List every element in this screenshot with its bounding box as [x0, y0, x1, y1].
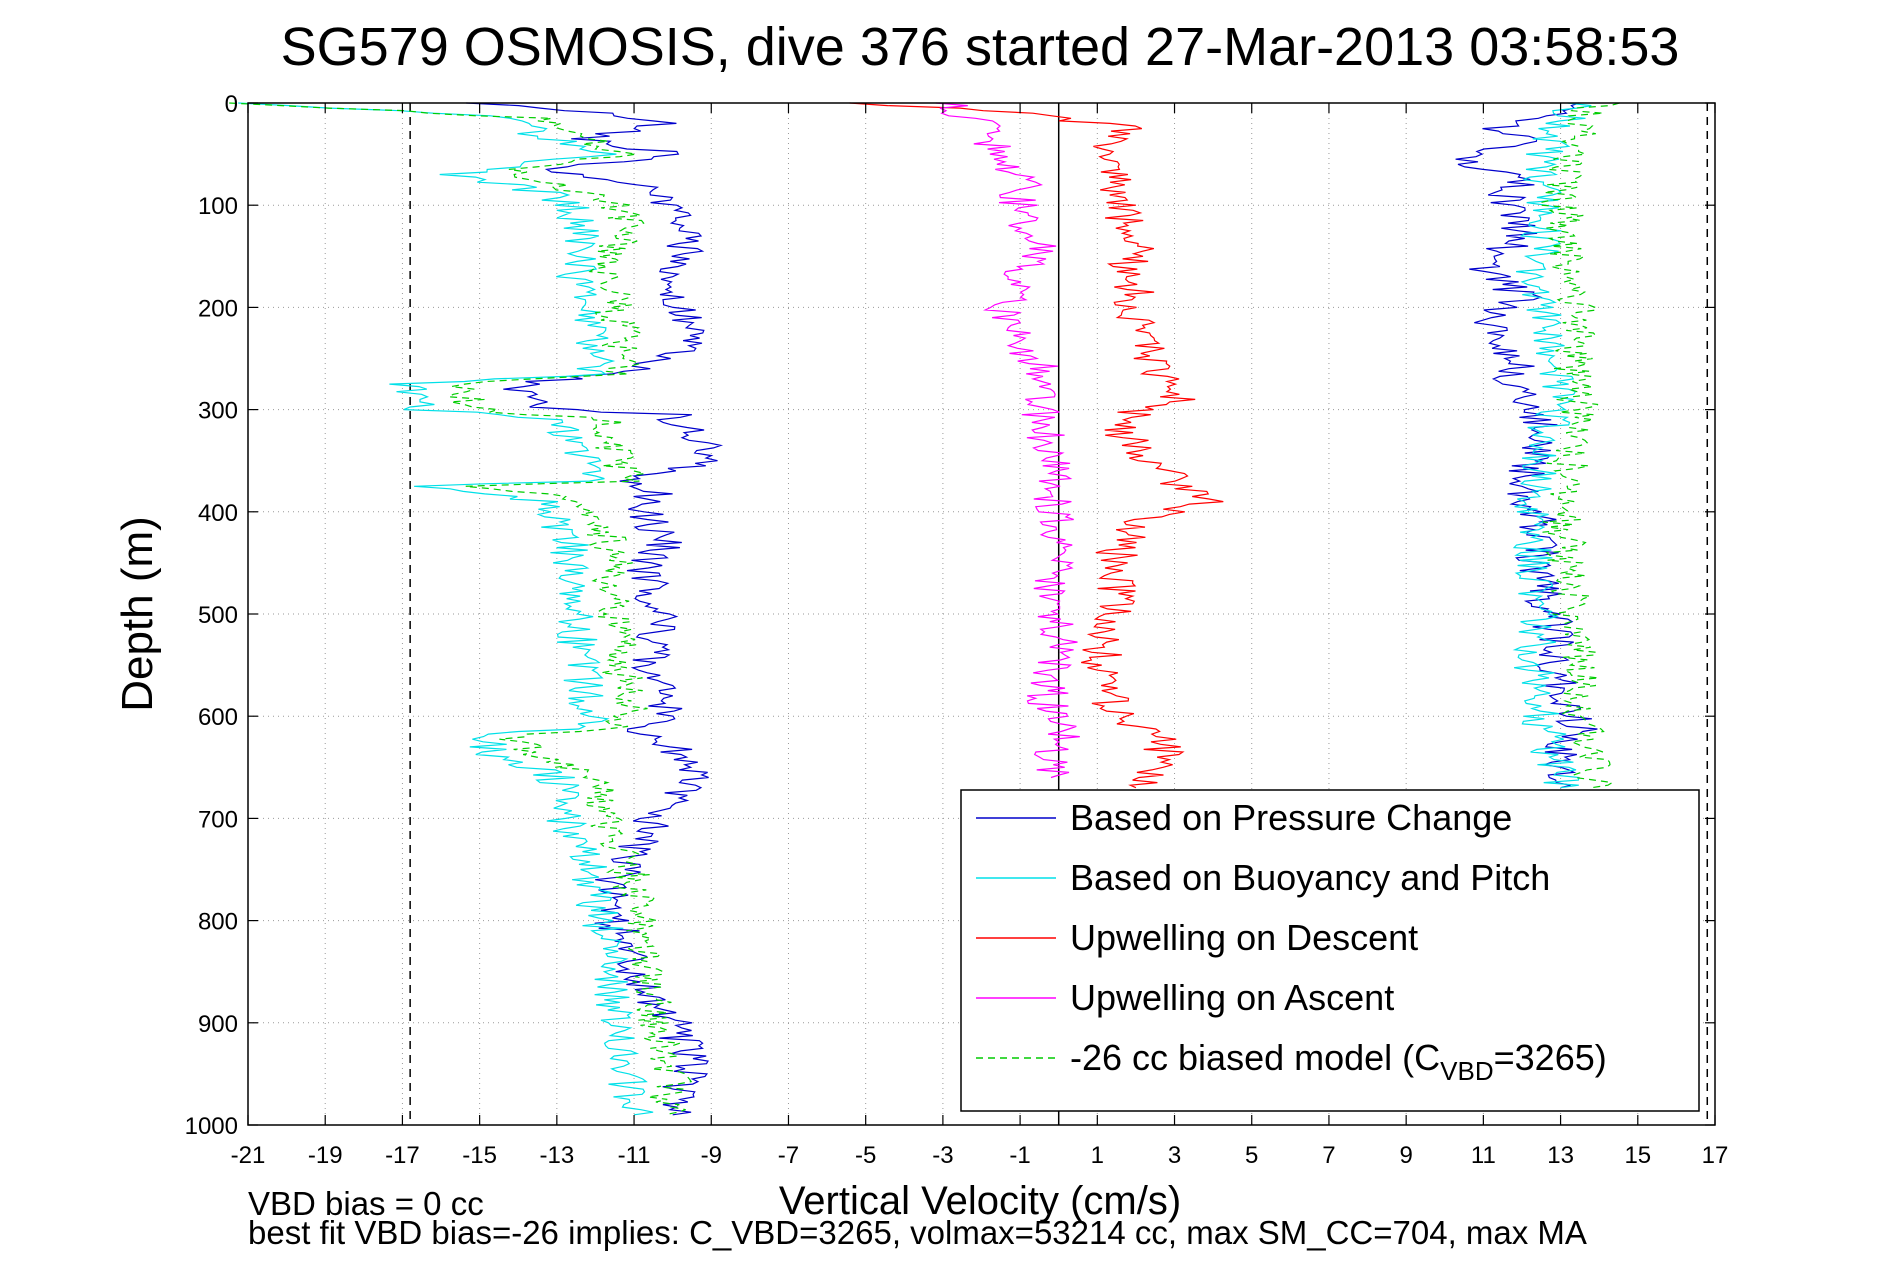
x-tick-label: 5 [1245, 1142, 1258, 1169]
y-tick-label: 100 [198, 193, 238, 220]
y-tick-label: 200 [198, 295, 238, 322]
x-axis-ticks: -21 -19 -17 -15 -13 -11 -9 -7 -5 -3 -1 1 3 5 7 9 11 13 15 1… [231, 103, 1729, 1169]
data-series [229, 102, 1620, 1116]
vbd-bias-note: VBD bias = 0 cc [248, 1185, 484, 1222]
series-line-upwelling_ascent [935, 102, 1080, 779]
x-tick-label: -13 [539, 1142, 574, 1169]
x-tick-label: -21 [231, 1142, 266, 1169]
y-tick-label: 500 [198, 602, 238, 629]
series-line-model_ascent [1539, 102, 1620, 789]
x-tick-label: -17 [385, 1142, 420, 1169]
x-tick-label: -3 [932, 1142, 953, 1169]
x-axis-label: Vertical Velocity (cm/s) [779, 1179, 1181, 1223]
series-line-pressure_ascent [1455, 102, 1598, 789]
chart-title: SG579 OSMOSIS, dive 376 started 27-Mar-2… [281, 17, 1680, 77]
x-tick-label: -19 [308, 1142, 343, 1169]
x-tick-label: -9 [701, 1142, 722, 1169]
x-tick-label: -11 [618, 1142, 651, 1169]
legend-label-suffix: =3265) [1494, 1037, 1607, 1078]
x-tick-label: 11 [1471, 1142, 1496, 1169]
x-tick-label: -1 [1009, 1142, 1030, 1169]
y-axis-label: Depth (m) [113, 516, 162, 712]
y-tick-label: 700 [198, 806, 238, 833]
x-tick-label: -7 [778, 1142, 799, 1169]
x-tick-label: -5 [855, 1142, 876, 1169]
series-line-pressure_descent [466, 102, 724, 1116]
y-tick-label: 300 [198, 398, 238, 425]
legend-label: Based on Pressure Change [1070, 797, 1512, 838]
legend-label-subscript: VBD [1440, 1056, 1493, 1086]
best-fit-note: best fit VBD bias=-26 implies: C_VBD=326… [248, 1214, 1587, 1251]
y-tick-label: 600 [198, 704, 238, 731]
y-tick-label: 800 [198, 909, 238, 936]
x-tick-label: 9 [1399, 1142, 1412, 1169]
series-line-model_descent [229, 102, 693, 1116]
x-tick-label: 7 [1322, 1142, 1335, 1169]
legend-label: Upwelling on Descent [1070, 917, 1418, 958]
legend-box [960, 789, 1700, 1112]
x-tick-label: 1 [1091, 1142, 1104, 1169]
y-tick-label: 900 [198, 1011, 238, 1038]
legend-label: Upwelling on Ascent [1070, 977, 1394, 1018]
x-tick-label: 17 [1702, 1142, 1729, 1169]
y-axis-ticks: 0 100 200 300 400 500 600 700 800 900 1000 [185, 91, 1715, 1140]
y-tick-label: 0 [225, 91, 238, 118]
series-line-upwelling_descent [849, 102, 1224, 789]
x-tick-label: 15 [1624, 1142, 1651, 1169]
series-line-buoyancy_ascent [1512, 102, 1592, 789]
y-tick-label: 1000 [185, 1113, 238, 1140]
legend: Based on Pressure Change Based on Buoyanc… [960, 789, 1700, 1112]
series-line-buoyancy_descent [238, 102, 654, 1116]
x-tick-label: -15 [462, 1142, 497, 1169]
x-tick-label: 3 [1168, 1142, 1181, 1169]
y-tick-label: 400 [198, 500, 238, 527]
legend-label: Based on Buoyancy and Pitch [1070, 857, 1550, 898]
x-tick-label: 13 [1547, 1142, 1574, 1169]
legend-label: -26 cc biased model (CVBD=3265) [1070, 1037, 1607, 1086]
grid-lines [248, 103, 1715, 1125]
